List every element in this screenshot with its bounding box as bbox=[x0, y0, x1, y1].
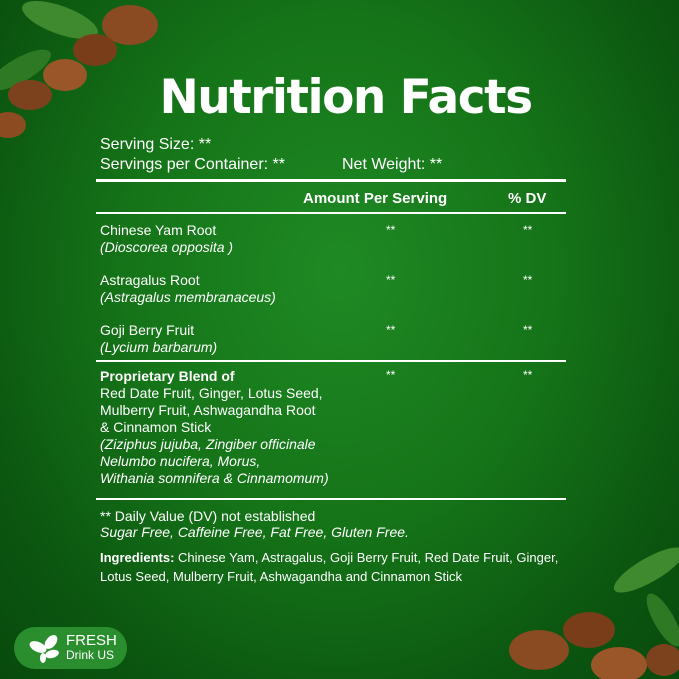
net-weight: Net Weight: ** bbox=[342, 156, 443, 173]
nutrient-row: Astragalus Root (Astragalus membranaceus) bbox=[100, 272, 276, 306]
jujube-leaves-top-left bbox=[0, 1, 158, 138]
ingredients-label: Ingredients: bbox=[100, 550, 175, 565]
blend-line: Mulberry Fruit, Ashwagandha Root bbox=[100, 402, 316, 418]
jujube-leaves-bottom-right bbox=[509, 547, 679, 679]
page-title: Nutrition Facts bbox=[159, 70, 533, 125]
amount: ** bbox=[386, 273, 396, 287]
proprietary-blend: Proprietary Blend of Red Date Fruit, Gin… bbox=[100, 368, 329, 487]
nutrient-row: Goji Berry Fruit (Lycium barbarum) bbox=[100, 322, 217, 356]
logo-line2: Drink US bbox=[66, 648, 115, 662]
leaf-logo-icon bbox=[29, 635, 59, 663]
blend-latin: Withania somnifera & Cinnamomum) bbox=[100, 470, 329, 486]
nutrient-name: Astragalus Root bbox=[100, 272, 200, 288]
blend-latin: Nelumbo nucifera, Morus, bbox=[100, 453, 261, 469]
servings-per-container: Servings per Container: ** bbox=[100, 156, 285, 173]
amount: ** bbox=[386, 223, 396, 237]
nutrient-name: Chinese Yam Root bbox=[100, 222, 217, 238]
brand-logo: FRESH Drink US bbox=[14, 627, 127, 669]
divider bbox=[96, 498, 566, 500]
amount: ** bbox=[386, 368, 396, 382]
ingredients: Ingredients: Chinese Yam, Astragalus, Go… bbox=[100, 548, 570, 586]
nutrient-name: Goji Berry Fruit bbox=[100, 322, 195, 338]
dv: ** bbox=[523, 368, 533, 382]
footnote: ** Daily Value (DV) not established bbox=[100, 508, 316, 524]
divider bbox=[96, 360, 566, 362]
claims: Sugar Free, Caffeine Free, Fat Free, Glu… bbox=[100, 524, 409, 540]
column-amount: Amount Per Serving bbox=[303, 190, 448, 207]
divider bbox=[96, 212, 566, 214]
serving-size: Serving Size: ** bbox=[100, 136, 212, 153]
blend-line: & Cinnamon Stick bbox=[100, 419, 212, 435]
blend-title: Proprietary Blend of bbox=[100, 368, 235, 384]
blend-latin: (Ziziphus jujuba, Zingiber officinale bbox=[100, 436, 316, 452]
dv: ** bbox=[523, 273, 533, 287]
nutrient-latin: (Dioscorea opposita ) bbox=[100, 239, 234, 255]
blend-line: Red Date Fruit, Ginger, Lotus Seed, bbox=[100, 385, 323, 401]
logo-line1: FRESH bbox=[66, 632, 117, 649]
dv: ** bbox=[523, 323, 533, 337]
dv: ** bbox=[523, 223, 533, 237]
nutrient-latin: (Astragalus membranaceus) bbox=[100, 289, 276, 305]
ingredients-text: Chinese Yam, Astragalus, Goji Berry Frui… bbox=[100, 550, 559, 584]
column-dv: % DV bbox=[508, 190, 547, 207]
divider bbox=[96, 179, 566, 182]
nutrient-latin: (Lycium barbarum) bbox=[100, 339, 218, 355]
nutrient-row: Chinese Yam Root (Dioscorea opposita ) bbox=[100, 222, 233, 256]
amount: ** bbox=[386, 323, 396, 337]
